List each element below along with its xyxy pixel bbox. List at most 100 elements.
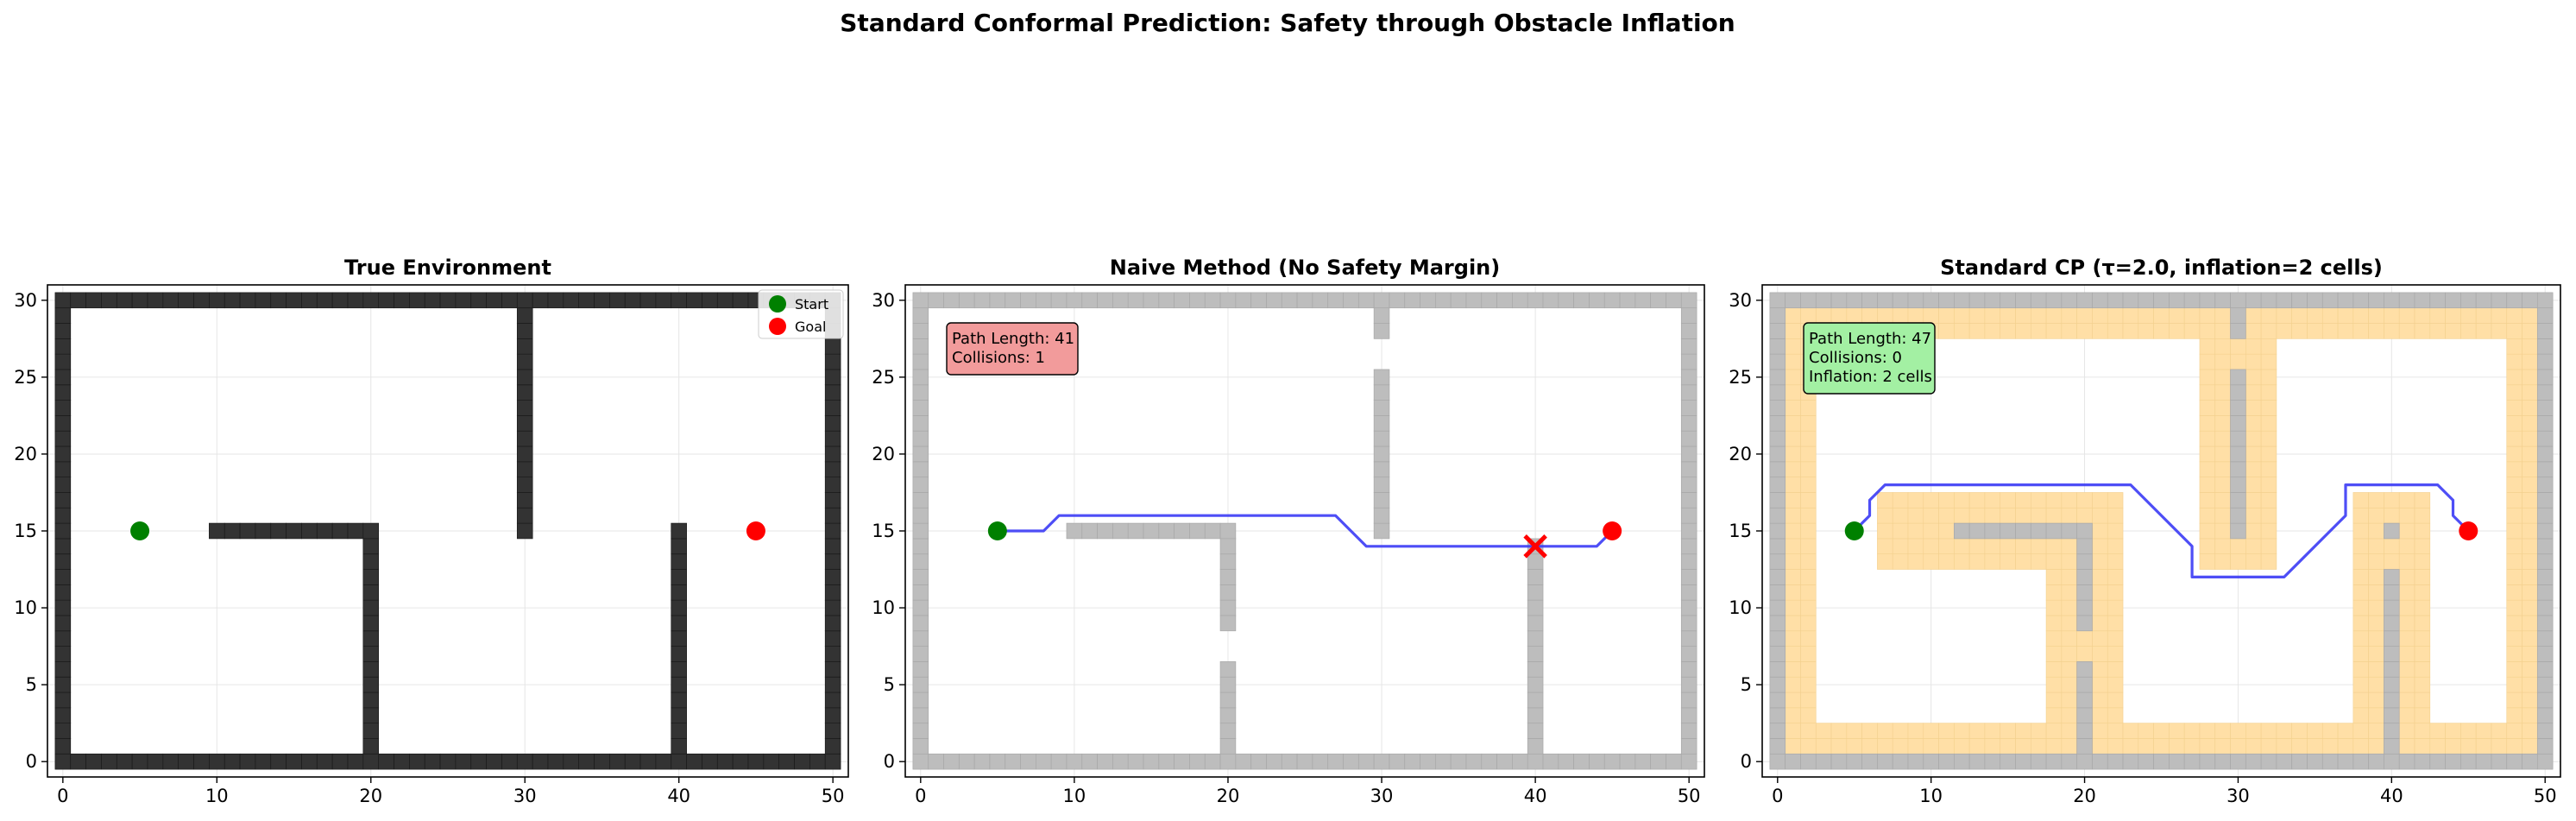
- obstacle-cell: [54, 584, 72, 601]
- inflation-cell: [2321, 738, 2339, 755]
- inflation-cell: [1785, 445, 1801, 463]
- inflation-cell: [1815, 738, 1832, 755]
- obstacle-cell: [824, 646, 841, 662]
- obstacle-cell: [378, 292, 394, 309]
- inflation-cell: [1907, 507, 1924, 524]
- obstacle-cell: [639, 753, 657, 770]
- obstacle-cell: [1558, 753, 1574, 770]
- obstacle-cell: [54, 646, 72, 662]
- obstacle-cell: [1020, 753, 1036, 770]
- obstacle-cell: [270, 292, 287, 309]
- obstacle-cell: [1680, 599, 1697, 616]
- obstacle-cell: [1527, 553, 1544, 570]
- obstacle-cell: [824, 599, 841, 616]
- inflation-cell: [1968, 538, 1986, 555]
- obstacle-cell: [1769, 323, 1786, 339]
- obstacle-cell: [2398, 753, 2415, 770]
- inflation-cell: [2522, 430, 2538, 447]
- obstacle-cell: [1404, 292, 1420, 309]
- inflation-cell: [1785, 707, 1801, 723]
- obstacle-cell: [516, 323, 533, 339]
- inflation-cell: [1785, 676, 1801, 693]
- inflation-cell: [2368, 599, 2384, 616]
- obstacle-cell: [1373, 477, 1390, 493]
- obstacle-cell: [1112, 753, 1129, 770]
- obstacle-cell: [1680, 292, 1697, 309]
- inflation-cell: [2368, 692, 2384, 709]
- obstacle-cell: [912, 338, 929, 355]
- inflation-cell: [2337, 738, 2354, 755]
- obstacle-cell: [2460, 292, 2477, 309]
- inflation-cell: [2015, 553, 2031, 570]
- inflation-cell: [2245, 384, 2262, 401]
- obstacle-cell: [2230, 492, 2246, 508]
- inflation-cell: [2000, 553, 2016, 570]
- obstacle-cell: [824, 661, 841, 678]
- inflation-cell: [2260, 430, 2277, 447]
- obstacle-cell: [54, 738, 72, 755]
- obstacle-cell: [2061, 522, 2078, 540]
- inflation-cell: [2414, 569, 2431, 585]
- inflation-cell: [2522, 723, 2538, 739]
- obstacle-cell: [824, 538, 841, 555]
- obstacle-cell: [532, 753, 549, 770]
- obstacle-cell: [347, 753, 364, 770]
- inflation-cell: [2522, 661, 2538, 678]
- obstacle-cell: [2475, 292, 2492, 309]
- inflation-cell: [2030, 492, 2047, 508]
- obstacle-cell: [778, 753, 795, 770]
- obstacle-cell: [439, 753, 457, 770]
- inflation-cell: [2506, 369, 2522, 386]
- inflation-cell: [2352, 723, 2369, 739]
- inflation-cell: [2475, 323, 2492, 339]
- obstacle-cell: [824, 445, 841, 463]
- obstacle-cell: [316, 753, 333, 770]
- obstacle-cell: [1877, 753, 1893, 770]
- obstacle-cell: [824, 569, 841, 585]
- inflation-cell: [2491, 307, 2508, 324]
- obstacle-cell: [455, 292, 472, 309]
- obstacle-cell: [1373, 522, 1390, 540]
- obstacle-cell: [362, 692, 380, 709]
- inflation-cell: [2352, 692, 2369, 709]
- obstacle-cell: [2107, 292, 2124, 309]
- obstacle-cell: [2199, 753, 2216, 770]
- obstacle-cell: [1281, 292, 1298, 309]
- obstacle-cell: [1573, 753, 1590, 770]
- inflation-cell: [2398, 707, 2415, 723]
- obstacle-cell: [824, 630, 841, 647]
- obstacle-cell: [455, 753, 472, 770]
- inflation-cell: [2199, 384, 2216, 401]
- obstacle-cell: [1219, 553, 1237, 570]
- inflation-cell: [2475, 738, 2492, 755]
- inflation-cell: [2000, 738, 2016, 755]
- obstacle-cell: [1769, 338, 1786, 355]
- inflation-cell: [1938, 307, 1955, 324]
- obstacle-cell: [716, 753, 734, 770]
- obstacle-cell: [1680, 707, 1697, 724]
- inflation-cell: [2506, 692, 2522, 709]
- obstacle-cell: [2536, 584, 2554, 601]
- inflation-cell: [2076, 646, 2093, 662]
- inflation-cell: [2107, 599, 2124, 616]
- y-tick-label: 10: [14, 597, 37, 618]
- obstacle-cell: [1373, 445, 1390, 463]
- inflation-cell: [2061, 676, 2077, 693]
- x-tick-label: 0: [1772, 786, 1783, 806]
- obstacle-cell: [1968, 753, 1986, 770]
- obstacle-cell: [912, 569, 929, 585]
- obstacle-cell: [54, 599, 72, 616]
- info-box-background: [1803, 322, 1936, 395]
- inflation-cell: [1785, 384, 1801, 401]
- x-tick-label: 20: [359, 786, 382, 806]
- inflation-cell: [1877, 553, 1893, 570]
- obstacle-cell: [671, 292, 687, 309]
- obstacle-cell: [609, 753, 626, 770]
- inflation-cell: [2398, 538, 2415, 555]
- obstacle-cell: [578, 292, 595, 309]
- obstacle-cell: [2169, 292, 2185, 309]
- inflation-cell: [1907, 522, 1924, 540]
- obstacle-cell: [2230, 522, 2246, 540]
- inflation-cell: [2260, 477, 2277, 493]
- inflation-cell: [2061, 538, 2077, 555]
